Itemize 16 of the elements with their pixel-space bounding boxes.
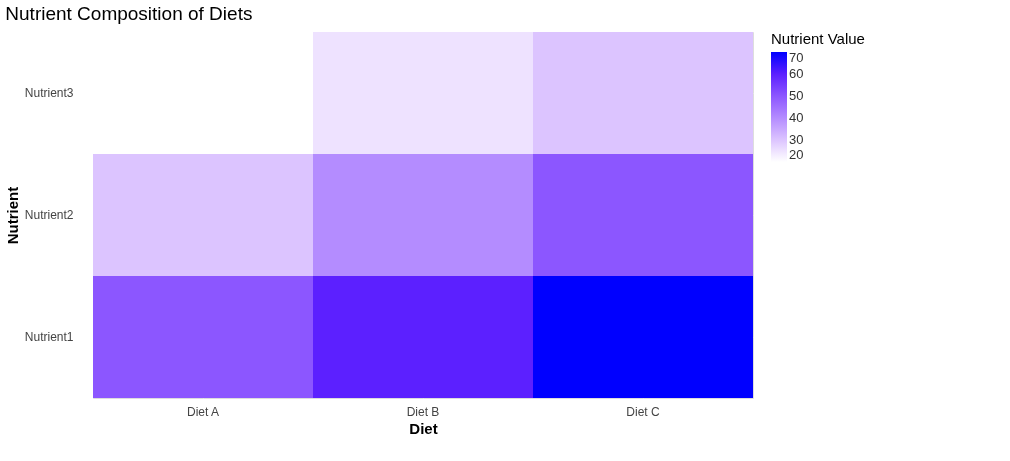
y-tick-label: Nutrient3 (24, 86, 74, 100)
color-bar-label: 40 (789, 110, 804, 125)
color-bar-label: 70 (789, 50, 804, 65)
x-tick-label: Diet A (186, 404, 220, 419)
legend-title: Nutrient Value (771, 30, 865, 47)
color-bar-label: 30 (789, 132, 804, 147)
y-tick-label: Nutrient2 (24, 208, 74, 222)
y-tick-label: Nutrient1 (24, 330, 74, 344)
x-axis-title: Diet (409, 419, 438, 437)
y-axis-title: Nutrient (3, 186, 21, 245)
x-tick-label: Diet B (406, 404, 440, 419)
color-bar-label: 20 (789, 147, 804, 162)
chart-title: Nutrient Composition of Diets (5, 3, 253, 24)
color-bar-label: 50 (789, 88, 804, 103)
x-tick-label: Diet C (626, 404, 660, 419)
color-bar-label: 60 (789, 66, 804, 81)
